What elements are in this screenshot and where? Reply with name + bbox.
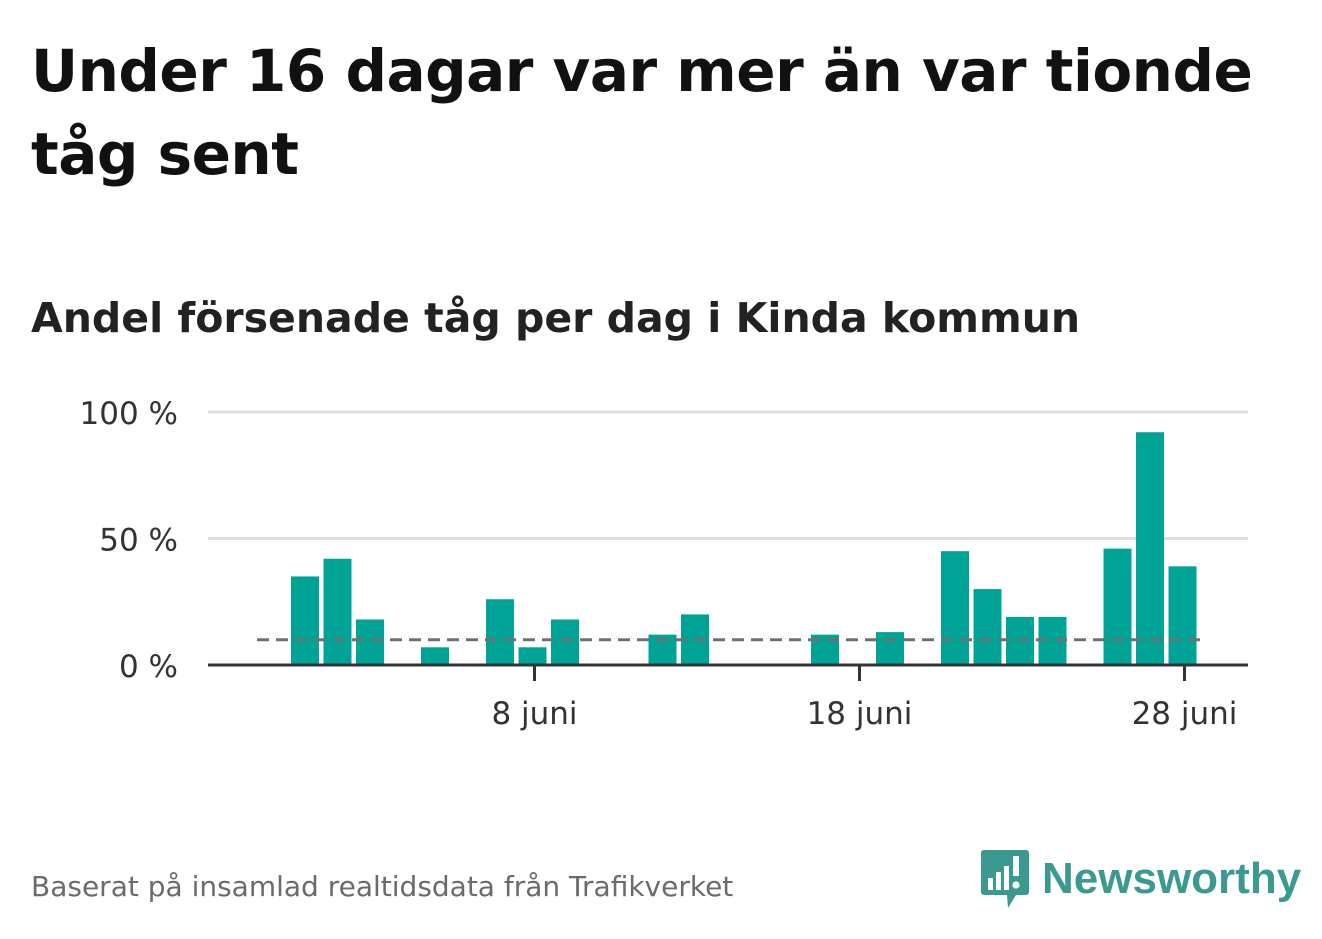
y-tick-label: 0 % [119, 649, 178, 685]
x-tick-label: 18 juni [807, 696, 913, 732]
bar [973, 589, 1002, 665]
bar [1103, 548, 1132, 665]
chart-subtitle: Andel försenade tåg per dag i Kinda komm… [31, 294, 1081, 342]
x-tick-label: 8 juni [491, 696, 577, 732]
bar [421, 647, 449, 665]
newsworthy-bar-chart-icon [981, 850, 1029, 908]
bar [356, 619, 384, 665]
bar-chart: 0 % 50 % 100 % 8 juni 18 juni 28 juni [80, 396, 1248, 732]
bar [1136, 432, 1164, 665]
bar [323, 558, 352, 665]
bar [1168, 566, 1197, 665]
bar [518, 647, 547, 665]
bar [486, 599, 514, 665]
bar [941, 551, 969, 665]
x-tick-label: 28 juni [1132, 696, 1238, 732]
chart-title: Under 16 dagar var mer än var tionde tåg… [31, 37, 1253, 188]
bar [291, 576, 319, 665]
y-tick-label: 50 % [99, 523, 178, 559]
y-tick-label: 100 % [80, 396, 178, 432]
source-note: Baserat på insamlad realtidsdata från Tr… [31, 870, 734, 903]
bar [551, 619, 579, 665]
logo-text: Newsworthy [1042, 854, 1302, 903]
newsworthy-logo: Newsworthy [980, 848, 1301, 910]
bar [876, 632, 904, 665]
